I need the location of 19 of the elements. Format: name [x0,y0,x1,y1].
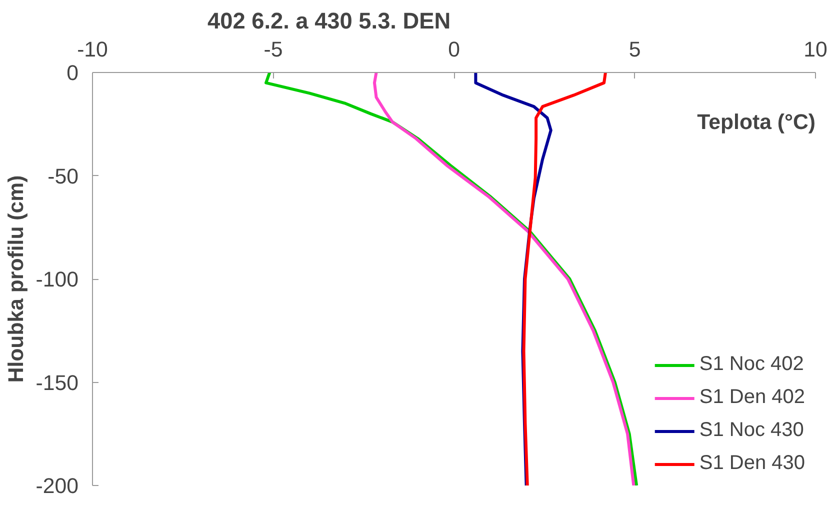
x-tick-label: -5 [264,38,283,62]
y-tick-label: -200 [36,474,79,498]
legend-label: S1 Noc 402 [699,353,804,376]
x-tick-label: 5 [628,38,641,62]
legend-label: S1 Noc 430 [699,419,804,442]
chart-title: 402 6.2. a 430 5.3. DEN [208,8,451,34]
legend-label: S1 Den 430 [699,452,805,475]
y-tick-label: -50 [48,164,79,188]
x-axis-title: Teplota (°C) [697,110,816,134]
x-tick-label: -10 [77,38,108,62]
y-tick-label: -100 [36,268,79,292]
y-tick-label: -150 [36,370,79,395]
line-series [522,72,607,486]
x-tick-label: 0 [448,38,460,62]
y-axis-title: Hloubka profilu (cm) [4,175,28,383]
y-tick-label: 0 [66,61,79,85]
x-tick-label: 10 [804,38,828,62]
line-series [372,72,636,486]
legend-label: S1 Den 402 [699,386,805,409]
